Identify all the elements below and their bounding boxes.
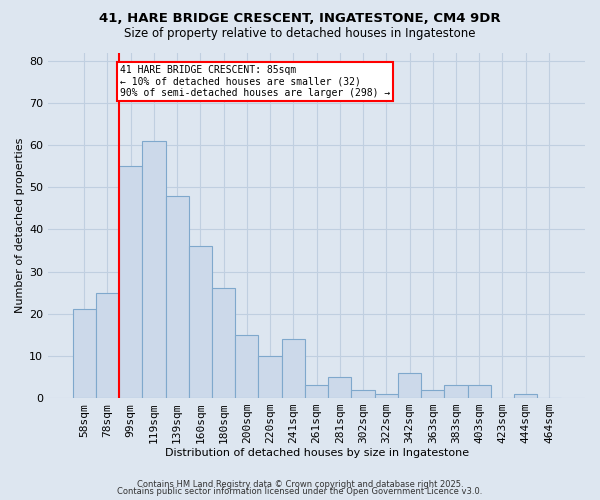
Bar xyxy=(189,246,212,398)
Bar xyxy=(398,372,421,398)
Bar xyxy=(467,386,491,398)
Bar xyxy=(119,166,142,398)
Bar xyxy=(73,310,96,398)
Text: Size of property relative to detached houses in Ingatestone: Size of property relative to detached ho… xyxy=(124,28,476,40)
Bar xyxy=(374,394,398,398)
Text: 41, HARE BRIDGE CRESCENT, INGATESTONE, CM4 9DR: 41, HARE BRIDGE CRESCENT, INGATESTONE, C… xyxy=(99,12,501,26)
Bar xyxy=(514,394,538,398)
Bar xyxy=(235,335,259,398)
Bar xyxy=(282,339,305,398)
Bar xyxy=(166,196,189,398)
Y-axis label: Number of detached properties: Number of detached properties xyxy=(15,138,25,313)
Bar xyxy=(352,390,374,398)
Text: Contains HM Land Registry data © Crown copyright and database right 2025.: Contains HM Land Registry data © Crown c… xyxy=(137,480,463,489)
Text: 41 HARE BRIDGE CRESCENT: 85sqm
← 10% of detached houses are smaller (32)
90% of : 41 HARE BRIDGE CRESCENT: 85sqm ← 10% of … xyxy=(120,65,391,98)
Bar xyxy=(212,288,235,398)
Bar xyxy=(328,377,352,398)
Bar xyxy=(142,141,166,398)
Bar xyxy=(96,292,119,398)
Bar xyxy=(421,390,445,398)
Text: Contains public sector information licensed under the Open Government Licence v3: Contains public sector information licen… xyxy=(118,488,482,496)
Bar xyxy=(305,386,328,398)
Bar xyxy=(259,356,282,398)
Bar xyxy=(445,386,467,398)
X-axis label: Distribution of detached houses by size in Ingatestone: Distribution of detached houses by size … xyxy=(164,448,469,458)
